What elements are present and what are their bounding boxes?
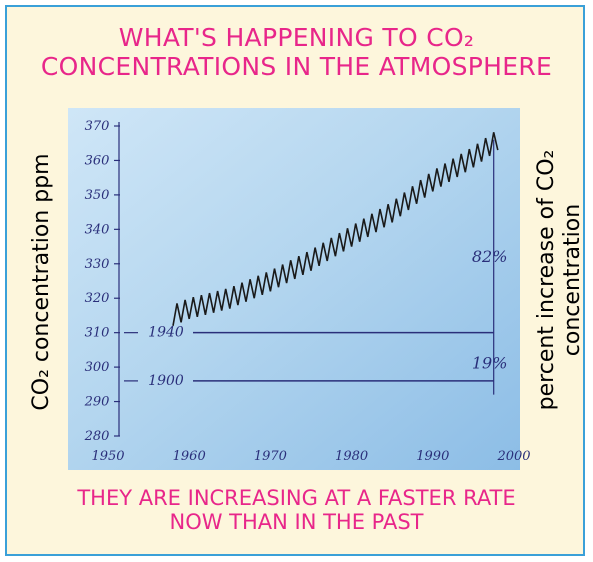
y-tick-label: 360 [85,153,110,168]
x-tick-label: 1960 [173,449,206,464]
title-line-1: WHAT'S HAPPENING TO CO₂ [118,23,475,52]
y-tick-label: 370 [85,119,110,134]
reference-line-label: 1900 [148,373,184,389]
x-tick-label: 1990 [416,449,449,464]
reference-line-label: 1940 [148,325,184,341]
y-tick-label: 290 [84,395,110,410]
percent-annotation: 19% [472,354,508,373]
percent-annotation: 82% [472,247,508,266]
caption-line-1: THEY ARE INCREASING AT A FASTER RATE [77,486,516,510]
right-axis-label-line-1: percent increase of CO₂ [534,149,559,411]
y-tick-label: 350 [85,188,110,203]
x-tick-label: 1970 [254,449,287,464]
title-line-2: CONCENTRATIONS IN THE ATMOSPHERE [40,52,553,81]
x-tick-label: 2000 [496,449,530,464]
x-tick-label: 1950 [91,449,124,464]
caption-line-2: NOW THAN IN THE PAST [169,510,424,534]
co2-trace-line [172,132,499,326]
right-axis-label-line-2: concentration [560,203,585,357]
y-axis-label: CO₂ concentration ppm [29,153,54,411]
x-tick-label: 1980 [335,449,368,464]
y-tick-label: 310 [85,326,110,341]
y-tick-label: 320 [85,291,110,306]
y-tick-label: 280 [84,429,110,444]
y-tick-label: 330 [85,257,110,272]
y-tick-label: 300 [85,360,110,375]
y-tick-label: 340 [85,222,110,237]
